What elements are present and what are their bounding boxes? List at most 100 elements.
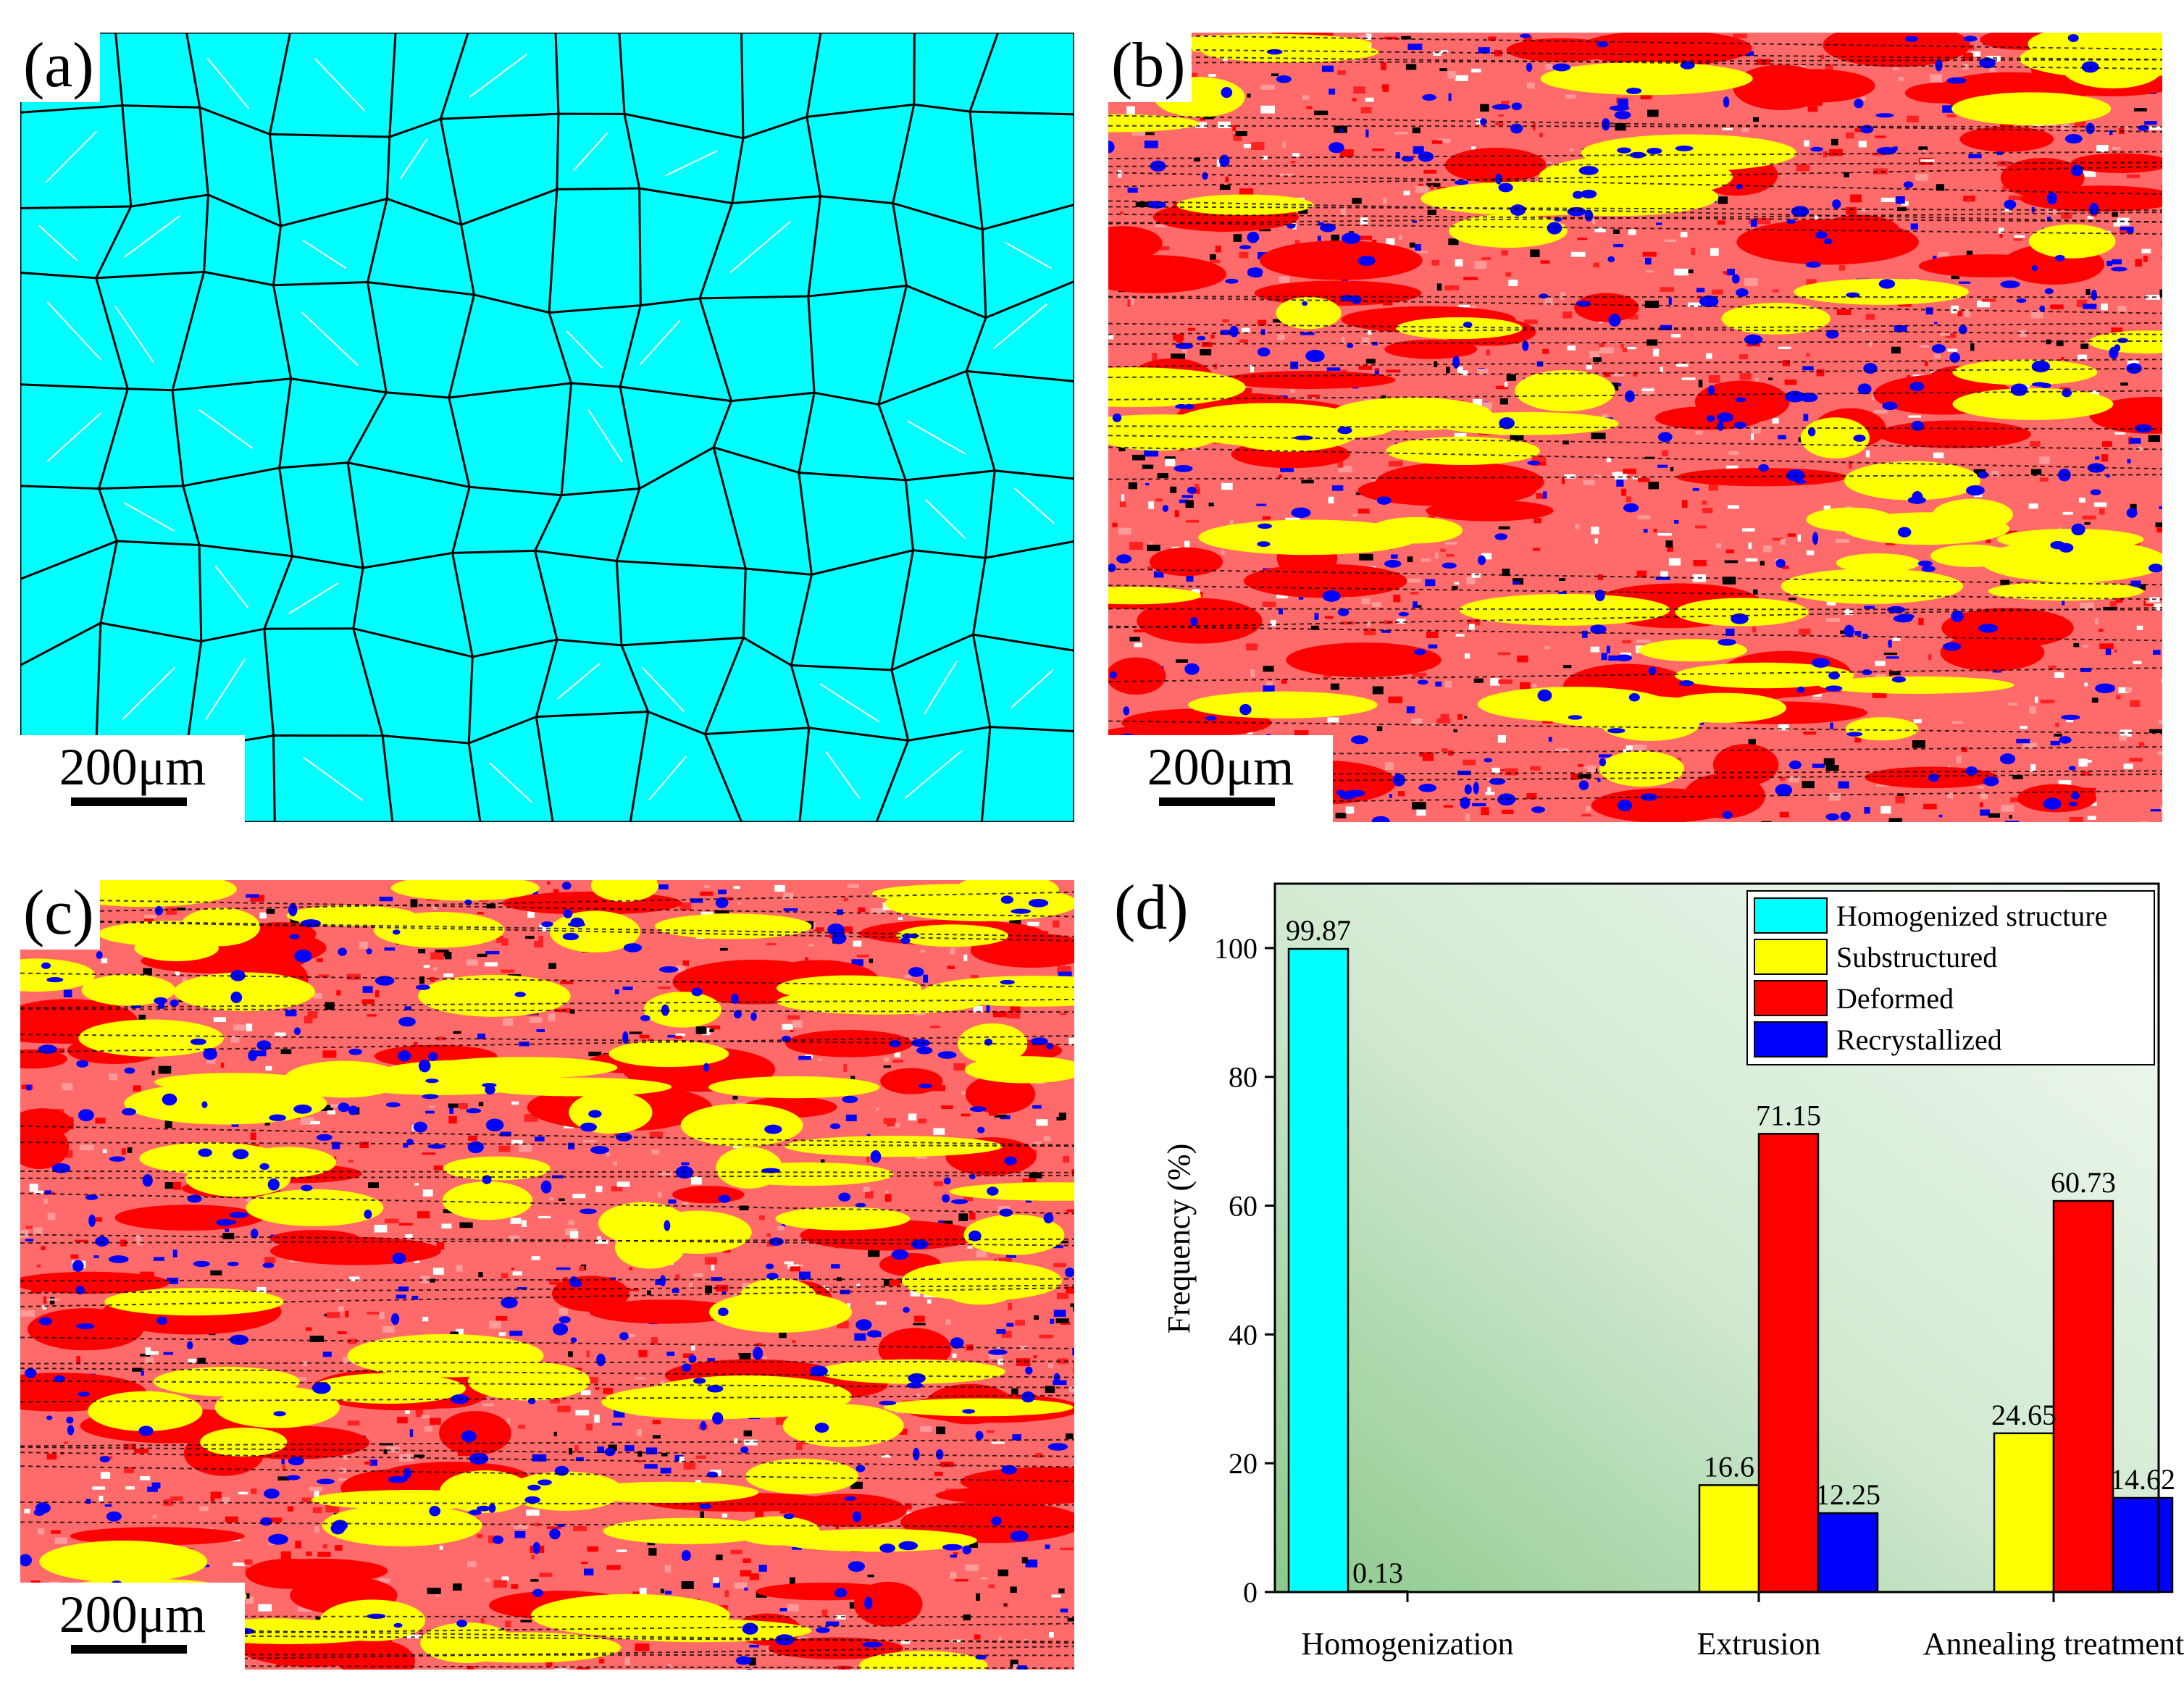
grain-fragment [1314,613,1318,620]
grain-fragment [548,963,556,969]
grain-fragment [1855,631,1862,635]
recrystallized-grain [1892,677,1906,683]
grain-fragment [246,894,259,897]
recrystallized-grain [1797,687,1805,693]
recrystallized-grain [1708,385,1715,395]
grain-fragment [2137,626,2143,630]
grain-fragment [152,1071,155,1075]
grain-fragment [1808,106,1818,112]
recrystallized-grain [1911,421,1924,431]
grain-fragment [145,1357,154,1363]
grain-fragment [1726,550,1734,553]
grain-fragment [2109,130,2112,135]
recrystallized-grain [1679,680,1694,686]
grain-fragment [744,1431,752,1436]
recrystallized-grain [1718,421,1724,430]
recrystallized-grain [416,984,430,990]
grain-fragment [1980,793,1988,799]
grain-fragment [1541,260,1550,264]
recrystallized-grain [903,1307,909,1312]
data-label: 71.15 [1756,1099,1821,1131]
grain-fragment [1070,1304,1074,1307]
grain-fragment [1778,347,1791,349]
grain-fragment [2062,601,2064,606]
grain-fragment [1318,236,1321,241]
grain-fragment [1623,347,1627,352]
recrystallized-grain [294,1027,301,1035]
grain-fragment [1510,435,1524,440]
grain-fragment [1783,360,1790,366]
grain-fragment [1892,638,1900,641]
grain-fragment [1555,748,1568,751]
grain-fragment [1874,410,1888,414]
grain-fragment [532,1256,540,1260]
grain-fragment [109,1073,117,1080]
grain-fragment [1165,458,1175,466]
grain-fragment [1292,153,1300,156]
grain-fragment [2016,739,2030,743]
grain-fragment [210,1270,222,1276]
scale-bar-text: 200μm [1108,741,1333,793]
grain-fragment [1056,1117,1063,1121]
grain-fragment [530,1579,538,1582]
grain-fragment [238,1492,248,1495]
grain-fragment [853,941,862,947]
grain-fragment [1353,86,1365,93]
grain-fragment [258,1604,272,1612]
recrystallized-grain [1675,146,1694,151]
grain-fragment [499,1332,506,1336]
grain-fragment [513,1271,522,1276]
grain-fragment [1415,186,1428,193]
grain-fragment [363,986,373,992]
recrystallized-grain [1736,184,1743,189]
grain-fragment [2151,809,2161,811]
grain-fragment [327,1312,340,1318]
grain-fragment [530,1017,542,1023]
grain-fragment [927,1299,931,1304]
recrystallized-grain [524,1496,540,1504]
recrystallized-grain [1174,465,1193,472]
legend-swatch [1754,981,1827,1015]
recrystallized-grain [1812,658,1830,668]
grain-fragment [46,1299,59,1301]
grain-fragment [1866,451,1870,458]
grain-fragment [1498,679,1512,684]
grain-fragment [1691,248,1695,255]
grain-fragment [668,1199,676,1204]
grain-fragment [477,912,484,914]
grain-fragment [950,948,955,955]
grain-fragment [1599,347,1614,353]
recrystallized-grain [187,1341,193,1349]
y-tick-label: 0 [1243,1576,1258,1609]
grain-fragment [214,1017,226,1022]
grain-fragment [1693,560,1707,566]
recrystallized-grain [1418,679,1428,684]
grain-fragment [299,1377,306,1380]
grain-fragment [505,1621,511,1628]
deformed-grain [1733,65,1828,110]
grain-fragment [587,1350,590,1357]
recrystallized-grain [742,1623,758,1635]
grain-fragment [1216,246,1221,252]
grain-fragment [1465,653,1470,658]
recrystallized-grain [332,1520,348,1530]
grain-fragment [1539,133,1543,137]
grain-fragment [1129,542,1143,550]
grain-fragment [359,942,368,949]
grain-fragment [314,993,322,999]
grain-fragment [595,1387,600,1390]
grain-fragment [1446,554,1454,557]
grain-fragment [1524,319,1538,324]
recrystallized-grain [227,1262,239,1266]
grain-fragment [1897,818,1902,821]
grain-fragment [1068,1038,1074,1044]
grain-fragment [1947,114,1957,117]
recrystallized-grain [1943,642,1961,651]
grain-fragment [1455,75,1468,81]
substructured-grain [1953,388,2114,420]
grain-fragment [1980,810,1990,816]
grain-fragment [2035,697,2038,703]
grain-fragment [1236,131,1247,136]
recrystallized-grain [1197,336,1205,340]
grain-fragment [1027,922,1039,926]
